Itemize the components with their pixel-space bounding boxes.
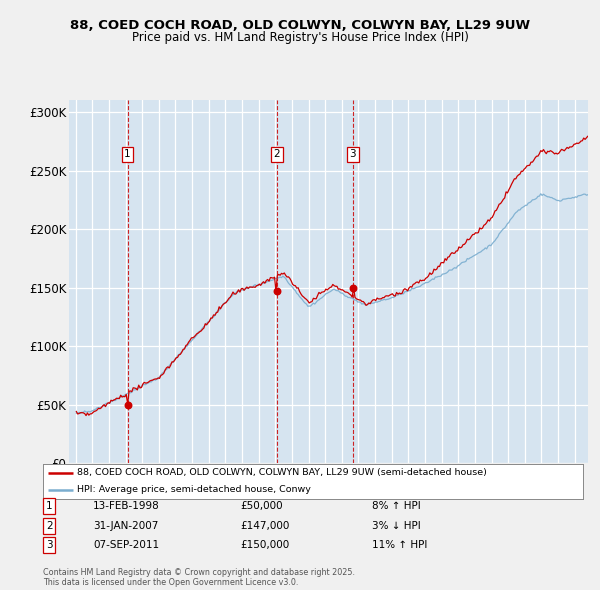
Text: 88, COED COCH ROAD, OLD COLWYN, COLWYN BAY, LL29 9UW (semi-detached house): 88, COED COCH ROAD, OLD COLWYN, COLWYN B…: [77, 468, 487, 477]
Text: 31-JAN-2007: 31-JAN-2007: [93, 521, 158, 530]
Text: £150,000: £150,000: [240, 540, 289, 550]
Text: 13-FEB-1998: 13-FEB-1998: [93, 502, 160, 511]
Text: 3% ↓ HPI: 3% ↓ HPI: [372, 521, 421, 530]
Text: £147,000: £147,000: [240, 521, 289, 530]
Text: Contains HM Land Registry data © Crown copyright and database right 2025.
This d: Contains HM Land Registry data © Crown c…: [43, 568, 355, 587]
Text: 1: 1: [124, 149, 131, 159]
Point: [272, 286, 281, 296]
Text: Price paid vs. HM Land Registry's House Price Index (HPI): Price paid vs. HM Land Registry's House …: [131, 31, 469, 44]
Text: 3: 3: [46, 540, 53, 550]
Text: £50,000: £50,000: [240, 502, 283, 511]
Text: 8% ↑ HPI: 8% ↑ HPI: [372, 502, 421, 511]
Text: 11% ↑ HPI: 11% ↑ HPI: [372, 540, 427, 550]
Text: HPI: Average price, semi-detached house, Conwy: HPI: Average price, semi-detached house,…: [77, 486, 311, 494]
Text: 3: 3: [350, 149, 356, 159]
Text: 88, COED COCH ROAD, OLD COLWYN, COLWYN BAY, LL29 9UW: 88, COED COCH ROAD, OLD COLWYN, COLWYN B…: [70, 19, 530, 32]
Text: 2: 2: [273, 149, 280, 159]
Point: [348, 283, 358, 292]
Text: 2: 2: [46, 521, 53, 530]
Text: 07-SEP-2011: 07-SEP-2011: [93, 540, 159, 550]
Text: 1: 1: [46, 502, 53, 511]
Point: [123, 400, 133, 409]
